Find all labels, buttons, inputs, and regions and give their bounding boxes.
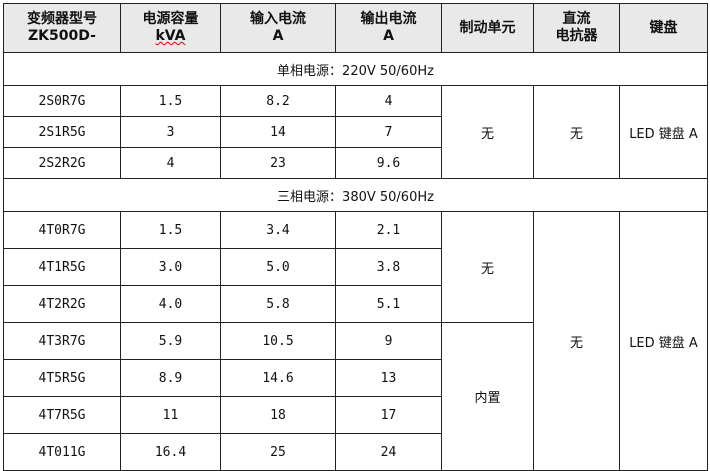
output-current-cell: 3.8 <box>335 248 442 286</box>
capacity-cell: 11 <box>120 396 221 434</box>
input-current-cell: 14 <box>220 116 336 148</box>
model-cell: 4T1R5G <box>3 248 121 286</box>
capacity-cell: 3.0 <box>120 248 221 286</box>
header-text: 电抗器 <box>555 28 598 44</box>
brake-unit-cell: 无 <box>441 211 534 323</box>
header-text: 输出电流 <box>360 11 417 27</box>
header-dc-reactor: 直流 电抗器 <box>533 3 620 53</box>
header-text: 变频器型号 <box>27 11 97 27</box>
table-row: 4T3R7G 5.9 10.5 9 内置 <box>3 322 708 471</box>
output-current-cell: 17 <box>335 396 442 434</box>
header-brake-unit: 制动单元 <box>441 3 534 53</box>
input-current-cell: 25 <box>220 433 336 471</box>
table-row: 2S0R7G 1.5 8.2 4 无无 LED 键盘 A <box>3 85 708 179</box>
output-current-cell: 9.6 <box>335 147 442 179</box>
output-current-cell: 9 <box>335 322 442 360</box>
table-row: 4T0R7G 1.5 3.4 2.1 无无 LED 键盘 A <box>3 211 708 471</box>
header-text: A <box>383 28 394 44</box>
output-current-cell: 13 <box>335 359 442 397</box>
brake-unit-cell: 内置 <box>441 322 534 471</box>
capacity-cell: 3 <box>120 116 221 148</box>
header-output-current: 输出电流 A <box>335 3 442 53</box>
capacity-cell: 16.4 <box>120 433 221 471</box>
input-current-cell: 23 <box>220 147 336 179</box>
header-capacity: 电源容量 kVA <box>120 3 221 53</box>
input-current-cell: 8.2 <box>220 85 336 117</box>
model-cell: 2S2R2G <box>3 147 121 179</box>
keypad-cell: LED 键盘 A <box>619 211 708 471</box>
output-current-cell: 24 <box>335 433 442 471</box>
model-cell: 2S1R5G <box>3 116 121 148</box>
brake-unit-cell: 无 <box>441 85 534 179</box>
input-current-cell: 10.5 <box>220 322 336 360</box>
model-cell: 4T2R2G <box>3 285 121 323</box>
output-current-cell: 2.1 <box>335 211 442 249</box>
header-text: A <box>272 28 284 44</box>
dc-reactor-cell: 无 <box>533 211 620 471</box>
table-row: 4T7R5G 11 18 17 <box>3 396 708 434</box>
single-phase-title: 单相电源：220V 50/60Hz <box>3 52 708 86</box>
header-model: 变频器型号 ZK500D- <box>3 3 121 53</box>
output-current-cell: 7 <box>335 116 442 148</box>
header-text: 电源容量 <box>142 11 199 27</box>
header-input-current: 输入电流 A <box>220 3 336 53</box>
header-text: 直流 <box>562 11 591 27</box>
model-cell: 4T7R5G <box>3 396 121 434</box>
table-row: 4T5R5G 8.9 14.6 13 <box>3 359 708 397</box>
spec-table: 变频器型号 ZK500D- 电源容量 kVA 输入电流 A 输出电流 A 制动单元 直流… <box>3 3 708 471</box>
header-text: ZK500D- <box>28 28 96 44</box>
input-current-cell: 14.6 <box>220 359 336 397</box>
model-cell: 4T011G <box>3 433 121 471</box>
three-phase-title: 三相电源：380V 50/60Hz <box>3 178 708 212</box>
output-current-cell: 4 <box>335 85 442 117</box>
header-row: 变频器型号 ZK500D- 电源容量 kVA 输入电流 A 输出电流 A 制动单元 直流… <box>3 3 708 53</box>
capacity-cell: 1.5 <box>120 211 221 249</box>
dc-reactor-cell: 无 <box>533 85 620 179</box>
capacity-cell: 8.9 <box>120 359 221 397</box>
input-current-cell: 18 <box>220 396 336 434</box>
model-cell: 2S0R7G <box>3 85 121 117</box>
capacity-cell: 5.9 <box>120 322 221 360</box>
capacity-cell: 4.0 <box>120 285 221 323</box>
model-cell: 4T0R7G <box>3 211 121 249</box>
input-current-cell: 5.0 <box>220 248 336 286</box>
capacity-cell: 1.5 <box>120 85 221 117</box>
input-current-cell: 5.8 <box>220 285 336 323</box>
capacity-cell: 4 <box>120 147 221 179</box>
header-keypad: 键盘 <box>619 3 708 53</box>
model-cell: 4T5R5G <box>3 359 121 397</box>
table-row: 4T2R2G 4.0 5.8 5.1 <box>3 285 708 323</box>
keypad-cell: LED 键盘 A <box>619 85 708 179</box>
model-cell: 4T3R7G <box>3 322 121 360</box>
input-current-cell: 3.4 <box>220 211 336 249</box>
output-current-cell: 5.1 <box>335 285 442 323</box>
header-text: kVA <box>155 28 186 44</box>
header-text: 输入电流 <box>250 11 306 27</box>
